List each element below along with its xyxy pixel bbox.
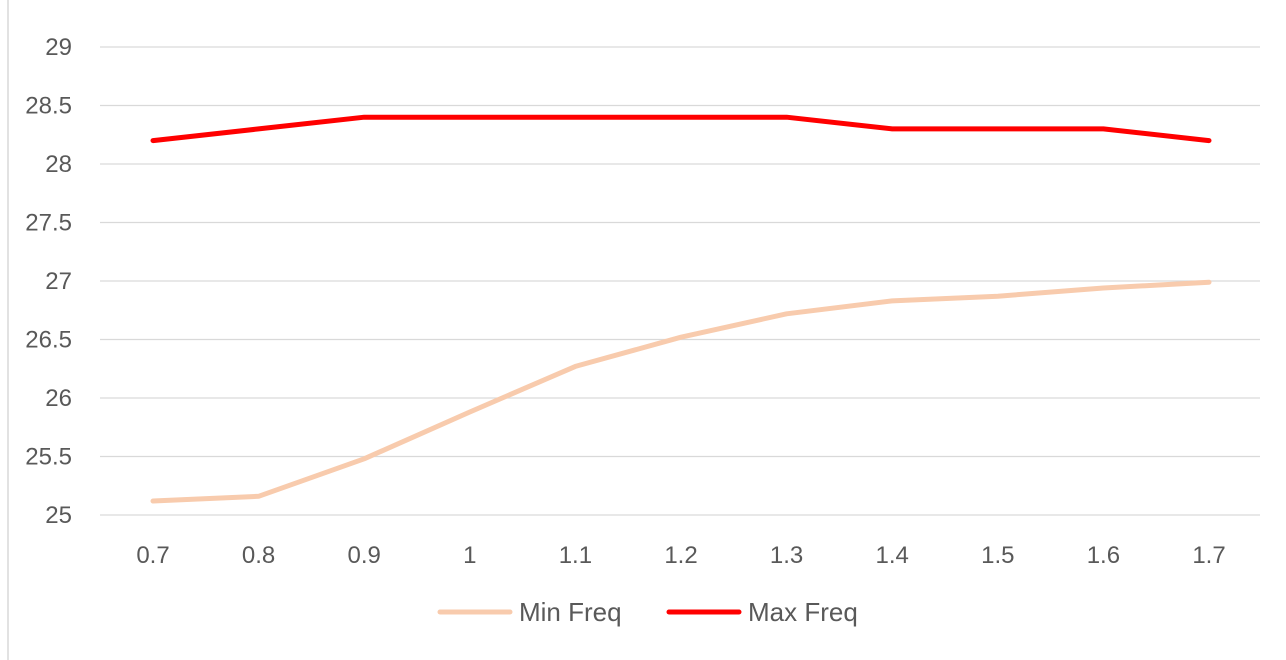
y-tick-label: 26 bbox=[45, 385, 72, 412]
x-tick-label: 0.9 bbox=[348, 542, 381, 569]
x-tick-label: 1.7 bbox=[1192, 542, 1225, 569]
series-line-max-freq bbox=[150, 114, 1212, 144]
y-tick-label: 25 bbox=[45, 502, 72, 529]
legend-label-max-freq: Max Freq bbox=[748, 597, 858, 627]
x-tick-label: 1.3 bbox=[770, 542, 803, 569]
y-tick-label: 29 bbox=[45, 34, 72, 61]
y-tick-label: 25.5 bbox=[25, 444, 72, 471]
x-tick-label: 1 bbox=[463, 542, 476, 569]
y-tick-label: 28.5 bbox=[25, 93, 72, 120]
legend-label-min-freq: Min Freq bbox=[519, 597, 622, 627]
legend: Min Freq Max Freq bbox=[437, 597, 858, 627]
x-axis-tick-labels: 0.7 0.8 0.9 1 1.1 1.2 1.3 1.4 1.5 1.6 1.7 bbox=[136, 542, 1225, 569]
x-tick-label: 0.7 bbox=[136, 542, 169, 569]
y-tick-label: 27 bbox=[45, 268, 72, 295]
y-axis-tick-labels: 25 25.5 26 26.5 27 27.5 28 28.5 29 bbox=[25, 34, 72, 529]
x-tick-label: 1.6 bbox=[1087, 542, 1120, 569]
x-tick-label: 1.1 bbox=[559, 542, 592, 569]
x-tick-label: 1.4 bbox=[876, 542, 909, 569]
y-tick-label: 27.5 bbox=[25, 210, 72, 237]
x-tick-label: 0.8 bbox=[242, 542, 275, 569]
y-tick-label: 28 bbox=[45, 151, 72, 178]
y-tick-label: 26.5 bbox=[25, 327, 72, 354]
x-tick-label: 1.5 bbox=[981, 542, 1014, 569]
series-line-min-freq bbox=[150, 279, 1212, 504]
series-lines bbox=[150, 114, 1212, 504]
x-tick-label: 1.2 bbox=[664, 542, 697, 569]
